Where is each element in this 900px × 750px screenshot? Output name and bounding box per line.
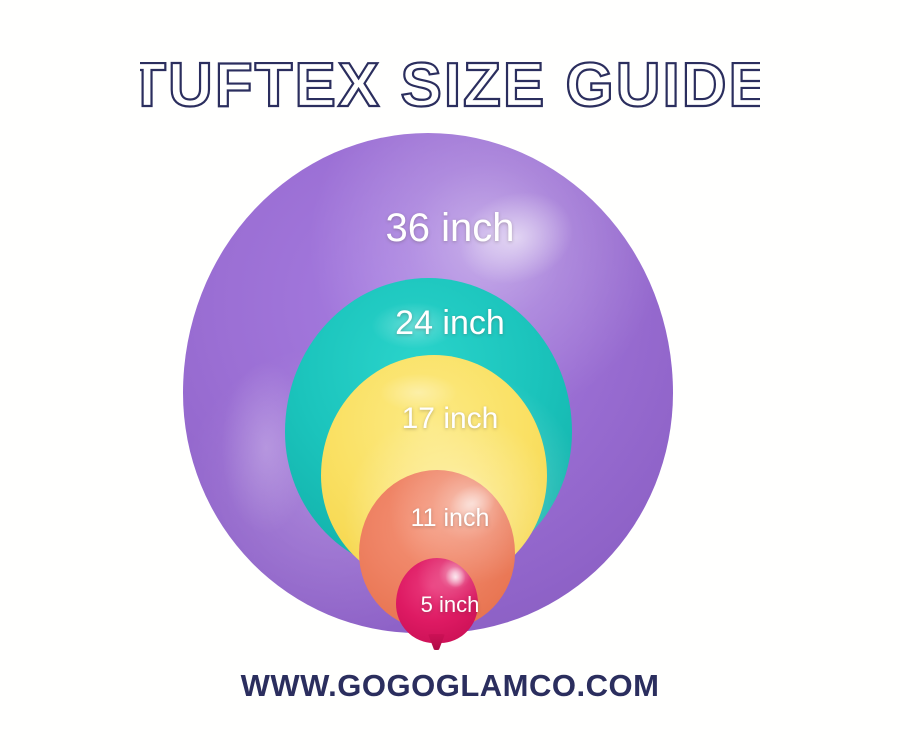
balloon-highlight-icon	[379, 373, 457, 411]
website-url: WWW.GOGOGLAMCO.COM	[240, 668, 660, 703]
page-title-graphic: TUFTEX SIZE GUIDE	[140, 52, 760, 121]
balloon-highlight-icon	[371, 301, 458, 350]
balloon-5-inch	[396, 558, 478, 643]
page-title-text: TUFTEX SIZE GUIDE	[140, 52, 760, 120]
balloon-highlight-icon	[446, 177, 587, 299]
page-title: TUFTEX SIZE GUIDE	[0, 52, 900, 124]
